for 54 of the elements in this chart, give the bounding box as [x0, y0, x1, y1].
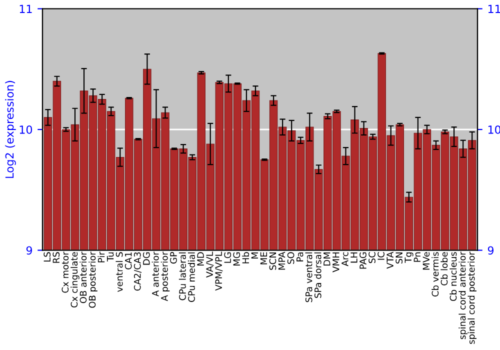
- x-tick-label: PAG: [360, 252, 366, 269]
- x-tick-label: VTA: [386, 252, 394, 269]
- x-tick-label: SPa dorsal: [314, 252, 322, 298]
- x-tick-label: OB posterior: [88, 252, 98, 308]
- x-tick-label: MG: [233, 252, 240, 266]
- x-tick-label: DM: [324, 252, 330, 266]
- y-axis-title: Log2 (expression): [5, 80, 16, 178]
- x-tick-label: VMH: [332, 252, 340, 272]
- x-tick-label: Cx cingulate: [70, 252, 80, 308]
- x-tick-label: Tg: [404, 252, 414, 263]
- x-tick-label: GP: [170, 252, 177, 264]
- x-tick-label: CPu medial: [188, 252, 195, 302]
- y-tick-label: 11: [20, 4, 32, 13]
- x-tick-label: LS: [44, 252, 51, 262]
- x-tick-label: DG: [142, 252, 150, 265]
- x-tick-label: VPM/VPL: [215, 252, 223, 291]
- x-tick-label: spinal cord anterior: [458, 252, 468, 340]
- x-tick-label: SPa ventral: [305, 252, 312, 302]
- x-tick-label: spinal cord posterior: [468, 252, 476, 344]
- x-tick-label: LG: [224, 252, 232, 263]
- x-tick-label: RS: [52, 252, 60, 263]
- x-tick-label: MVe: [422, 252, 430, 270]
- y-tick-label: 9: [26, 246, 32, 255]
- y-tick-label: 10: [20, 125, 32, 134]
- x-tick-label: A anterior: [152, 252, 159, 296]
- x-tick-label: SCN: [269, 252, 276, 270]
- x-tick-label: Hb: [242, 252, 250, 264]
- x-tick-label: IC: [378, 252, 384, 260]
- x-tick-label: CA2/CA3: [134, 252, 142, 291]
- x-tick-label: A posterior: [160, 252, 170, 302]
- y2-tick-label: 9: [488, 246, 494, 255]
- x-tick-label: LH: [350, 252, 358, 263]
- x-tick-label: M: [251, 252, 258, 259]
- x-tick-label: MD: [197, 252, 204, 266]
- x-tick-label: MPA: [278, 252, 286, 270]
- x-tick-label: ventral S: [116, 252, 123, 292]
- x-tick-label: CA1: [124, 252, 132, 270]
- y2-tick-label: 11: [488, 4, 500, 13]
- x-tick-label: Cb lobe: [440, 252, 448, 286]
- x-tick-label: Pa: [296, 252, 304, 262]
- x-tick-label: SO: [287, 252, 294, 264]
- x-tick-label: SC: [368, 252, 376, 264]
- x-tick-label: Pn: [414, 252, 420, 262]
- x-tick-label: Pir: [98, 252, 105, 262]
- x-tick-label: Tu: [107, 252, 114, 262]
- x-tick-label: CPu lateral: [178, 252, 186, 300]
- x-tick-label: VA/VL: [206, 252, 214, 278]
- x-tick-label: Arc: [342, 252, 348, 266]
- x-tick-label: Cx motor: [62, 252, 69, 293]
- x-tick-label: Cb nucleus: [450, 252, 457, 301]
- x-tick-label: ME: [260, 252, 268, 264]
- x-tick-label: OB anterior: [80, 252, 87, 304]
- x-tick-label: SN: [396, 252, 403, 264]
- x-tick-label: Cb vermis: [432, 252, 439, 296]
